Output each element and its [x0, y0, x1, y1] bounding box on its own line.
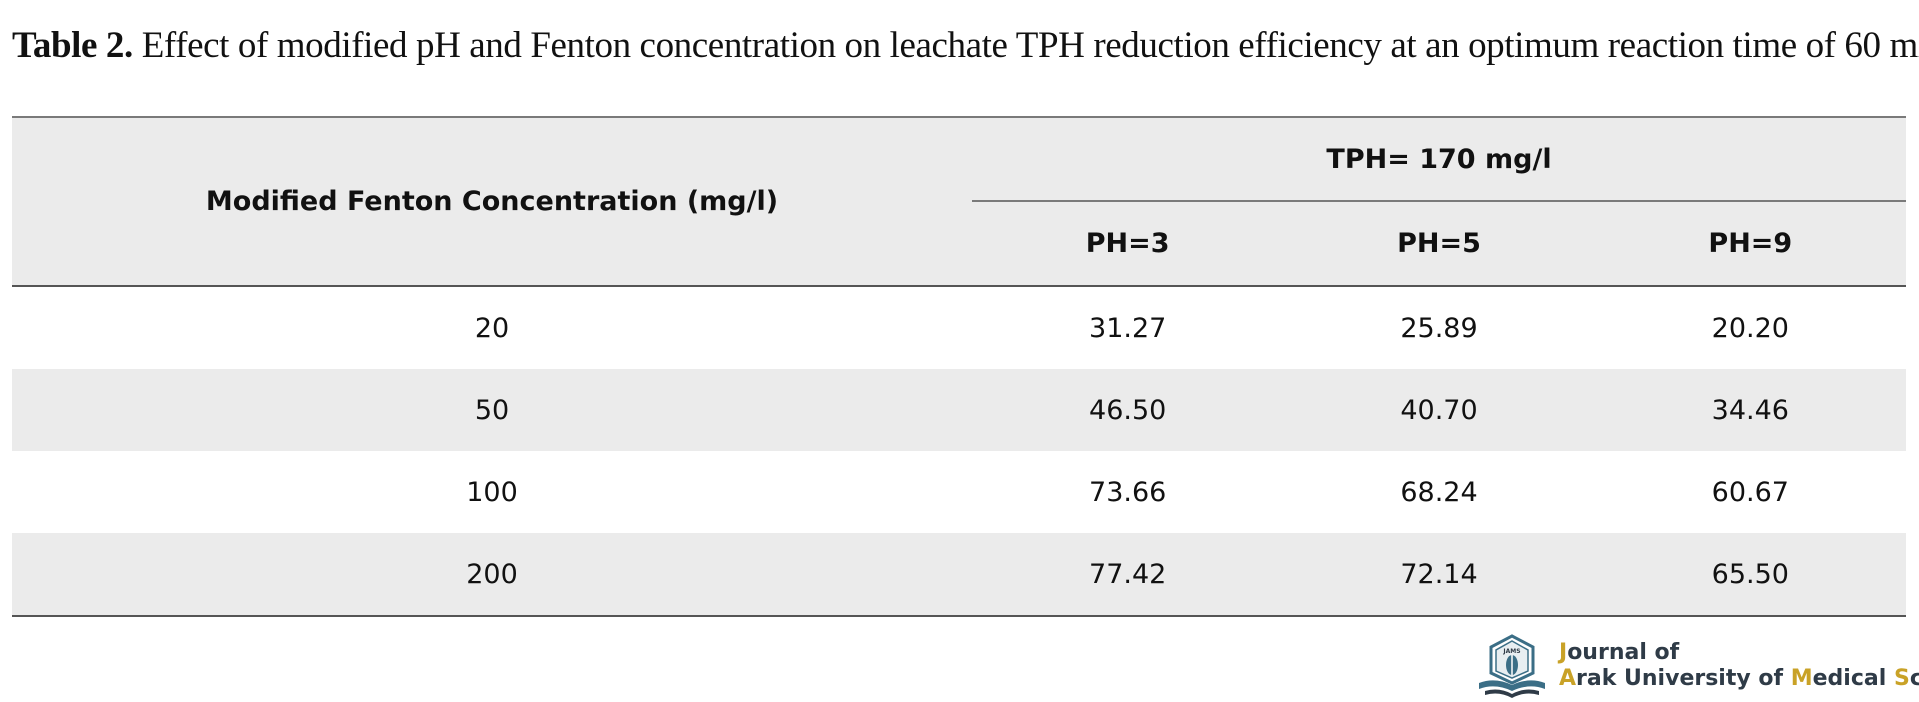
- table-row: 100 73.66 68.24 60.67: [12, 451, 1906, 533]
- value-cell: 68.24: [1400, 476, 1478, 508]
- value-cell: 72.14: [1283, 533, 1595, 616]
- value-cell: 65.50: [1594, 533, 1906, 616]
- row-header-cell: Modified Fenton Concentration (mg/l): [12, 117, 972, 286]
- column-header-ph9: PH=9: [1594, 201, 1906, 286]
- value-cell: 20.20: [1711, 312, 1789, 344]
- value-cell: 77.42: [972, 533, 1284, 616]
- concentration-cell: 100: [466, 476, 518, 508]
- value-cell: 46.50: [972, 369, 1284, 451]
- header-row-top: Modified Fenton Concentration (mg/l) TPH…: [12, 117, 1906, 286]
- value-cell: 25.89: [1400, 312, 1478, 344]
- table-row: 50 46.50 40.70 34.46: [12, 369, 1906, 451]
- header-row-sub: PH=3 PH=5 PH=9: [12, 201, 1906, 286]
- table-row: 200 77.42 72.14 65.50: [12, 533, 1906, 616]
- journal-emblem-icon: JAMS: [1479, 634, 1545, 698]
- concentration-cell: 20: [474, 312, 510, 344]
- column-header-ph3: PH=3: [972, 201, 1284, 286]
- table-caption-text: Effect of modified pH and Fenton concent…: [141, 25, 1919, 66]
- value-cell: 31.27: [1089, 312, 1167, 344]
- journal-name-line2: Arak University of Medical Sciences: [1559, 666, 1919, 691]
- svg-text:JAMS: JAMS: [1502, 648, 1520, 655]
- concentration-cell: 50: [12, 369, 972, 451]
- value-cell: 73.66: [1089, 476, 1167, 508]
- table-header: Modified Fenton Concentration (mg/l) TPH…: [12, 117, 1906, 286]
- journal-name-line1: Journal of: [1559, 640, 1680, 665]
- journal-name: Journal of Arak University of Medical Sc…: [1559, 640, 1919, 692]
- journal-logo: JAMS Journal of Arak University of Medic…: [1475, 630, 1919, 702]
- column-header-ph5: PH=5: [1283, 201, 1595, 286]
- table-caption: Table 2. Effect of modified pH and Fento…: [12, 22, 1919, 70]
- group-header-cell: TPH= 170 mg/l: [972, 117, 1906, 202]
- table-row: 20 31.27 25.89 20.20: [12, 286, 1906, 369]
- value-cell: 60.67: [1711, 476, 1789, 508]
- table-caption-label: Table 2.: [12, 25, 133, 66]
- data-table-container: Modified Fenton Concentration (mg/l) TPH…: [12, 116, 1906, 617]
- value-cell: 34.46: [1594, 369, 1906, 451]
- data-table: Modified Fenton Concentration (mg/l) TPH…: [12, 116, 1906, 617]
- table-body: 20 31.27 25.89 20.20 50 46.50 40.70 34.4…: [12, 286, 1906, 616]
- concentration-cell: 200: [12, 533, 972, 616]
- value-cell: 40.70: [1283, 369, 1595, 451]
